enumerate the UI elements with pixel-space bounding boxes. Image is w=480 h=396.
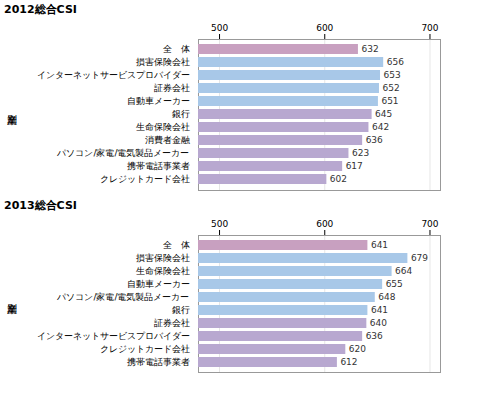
svg-text:655: 655 bbox=[386, 279, 403, 289]
svg-text:641: 641 bbox=[371, 240, 388, 250]
svg-text:自動車メーカー: 自動車メーカー bbox=[127, 279, 190, 289]
svg-text:636: 636 bbox=[366, 331, 383, 341]
svg-text:664: 664 bbox=[395, 266, 412, 276]
svg-text:700: 700 bbox=[421, 219, 438, 229]
svg-text:623: 623 bbox=[352, 148, 369, 158]
svg-text:653: 653 bbox=[384, 70, 401, 80]
svg-text:生命保険会社: 生命保険会社 bbox=[136, 266, 190, 276]
svg-text:生命保険会社: 生命保険会社 bbox=[136, 122, 190, 132]
svg-text:インターネットサービスプロバイダー: インターネットサービスプロバイダー bbox=[37, 331, 190, 341]
svg-text:642: 642 bbox=[372, 122, 389, 132]
svg-text:500: 500 bbox=[211, 23, 228, 33]
svg-text:証券会社: 証券会社 bbox=[154, 318, 190, 328]
svg-text:損害保険会社: 損害保険会社 bbox=[136, 57, 190, 67]
svg-text:641: 641 bbox=[371, 305, 388, 315]
svg-text:クレジットカード会社: クレジットカード会社 bbox=[100, 344, 190, 354]
svg-text:645: 645 bbox=[375, 109, 392, 119]
svg-text:651: 651 bbox=[381, 96, 398, 106]
svg-text:600: 600 bbox=[316, 23, 333, 33]
svg-text:証券会社: 証券会社 bbox=[154, 83, 190, 93]
svg-text:617: 617 bbox=[346, 161, 363, 171]
svg-text:602: 602 bbox=[330, 174, 347, 184]
svg-text:620: 620 bbox=[349, 344, 366, 354]
svg-text:損害保険会社: 損害保険会社 bbox=[136, 253, 190, 263]
html-text:2013総合CSI: 2013総合CSI bbox=[4, 199, 77, 212]
html-text:2012総合CSI: 2012総合CSI bbox=[4, 3, 77, 16]
svg-text:700: 700 bbox=[421, 23, 438, 33]
svg-text:656: 656 bbox=[387, 57, 404, 67]
svg-text:679: 679 bbox=[411, 253, 428, 263]
svg-text:648: 648 bbox=[378, 292, 395, 302]
svg-text:パソコン/家電/電気製品メーカー: パソコン/家電/電気製品メーカー bbox=[56, 148, 189, 158]
svg-text:銀行: 銀行 bbox=[172, 305, 190, 315]
svg-text:銀行: 銀行 bbox=[172, 109, 190, 119]
svg-text:640: 640 bbox=[370, 318, 387, 328]
svg-text:パソコン/家電/電気製品メーカー: パソコン/家電/電気製品メーカー bbox=[56, 292, 189, 302]
svg-text:612: 612 bbox=[340, 357, 357, 367]
svg-text:全 体: 全 体 bbox=[163, 240, 190, 250]
svg-text:636: 636 bbox=[366, 135, 383, 145]
svg-text:500: 500 bbox=[211, 219, 228, 229]
svg-text:自動車メーカー: 自動車メーカー bbox=[127, 96, 190, 106]
svg-text:632: 632 bbox=[361, 44, 378, 54]
svg-text:携帯電話事業者: 携帯電話事業者 bbox=[127, 161, 190, 171]
svg-text:携帯電話事業者: 携帯電話事業者 bbox=[127, 357, 190, 367]
svg-text:消費者金融: 消費者金融 bbox=[145, 135, 190, 145]
svg-text:652: 652 bbox=[382, 83, 399, 93]
svg-text:600: 600 bbox=[316, 219, 333, 229]
svg-text:全 体: 全 体 bbox=[163, 44, 190, 54]
svg-text:クレジットカード会社: クレジットカード会社 bbox=[100, 174, 190, 184]
svg-text:インターネットサービスプロバイダー: インターネットサービスプロバイダー bbox=[37, 70, 190, 80]
html-text:産業別: 産業別 bbox=[6, 295, 17, 296]
html-text:産業別: 産業別 bbox=[6, 106, 17, 107]
